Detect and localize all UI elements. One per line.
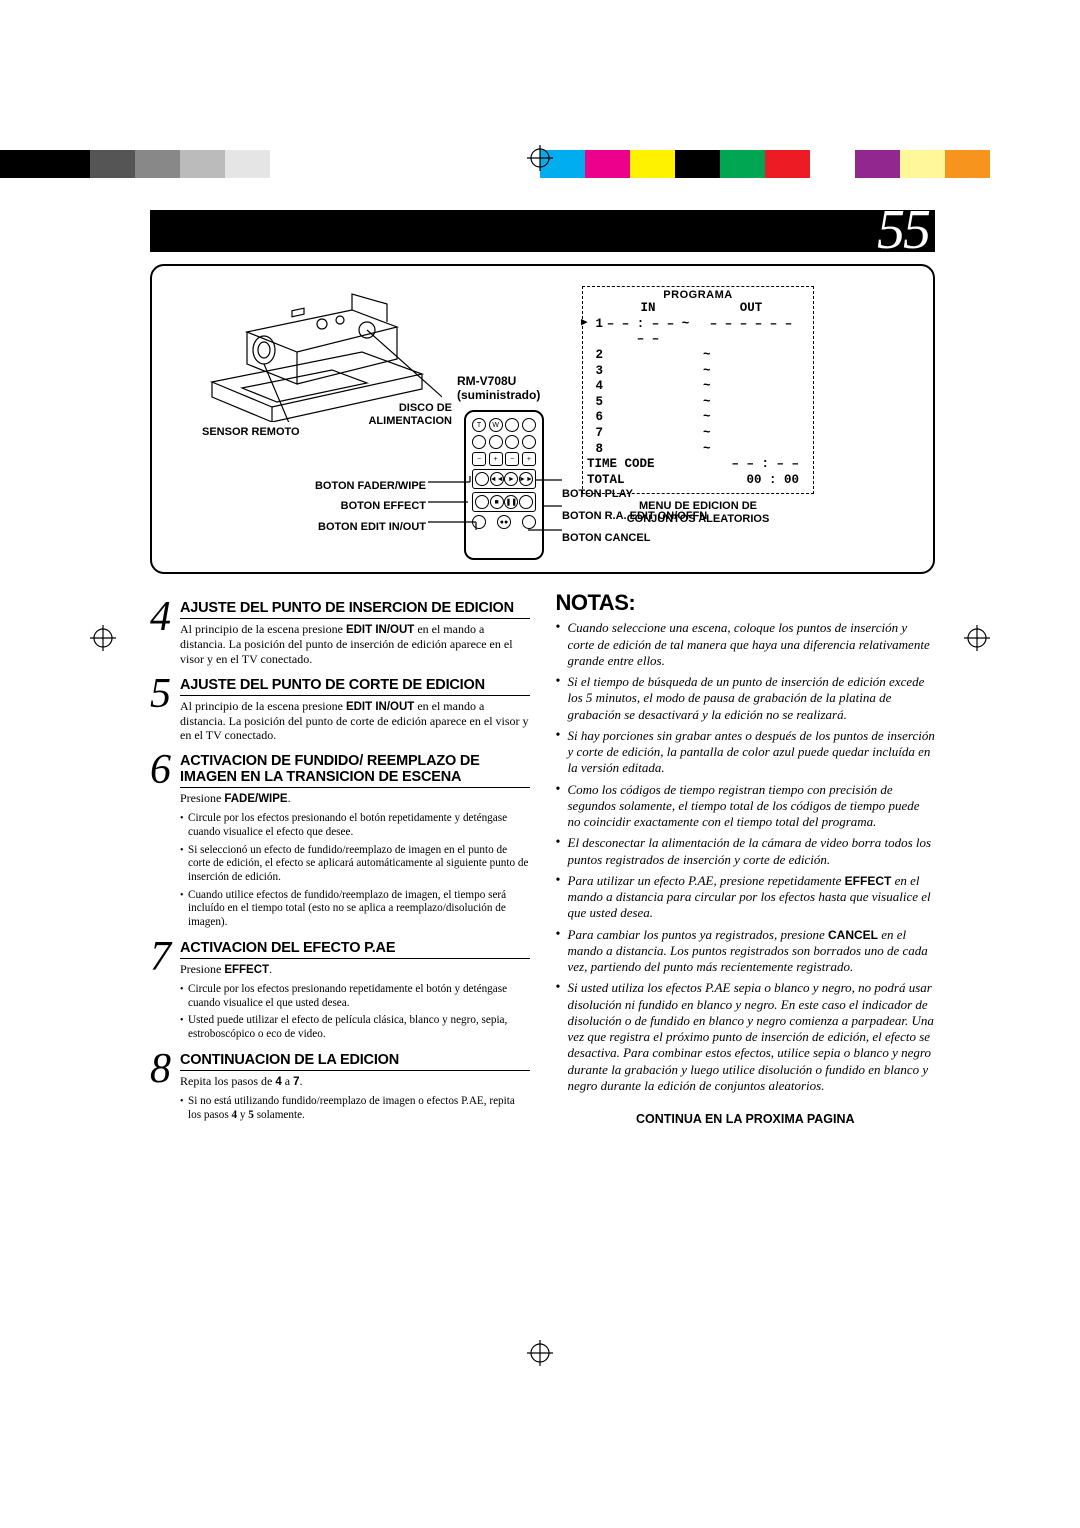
header-bar: 55: [150, 210, 935, 252]
bullet-item: Usted puede utilizar el efecto de pelícu…: [180, 1014, 530, 1041]
callout-lines: [428, 466, 568, 546]
note-item: Si hay porciones sin grabar antes o desp…: [556, 728, 936, 777]
note-item: El desconectar la alimentación de la cám…: [556, 835, 936, 868]
diagram-panel: RM-V708U (suministrado) DISCO DEALIMENTA…: [150, 264, 935, 574]
step-8-bullets: Si no está utilizando fundido/reemplazo …: [180, 1095, 530, 1122]
fader-wipe-label: BOTON FADER/WIPE: [246, 476, 426, 496]
note-item: Como los códigos de tiempo registran tie…: [556, 782, 936, 831]
note-item: Si el tiempo de búsqueda de un punto de …: [556, 674, 936, 723]
bullet-item: Cuando utilice efectos de fundido/reempl…: [180, 889, 530, 930]
step-8: 8 CONTINUACION DE LA EDICION Repita los …: [150, 1052, 530, 1089]
step-6: 6 ACTIVACION DE FUNDIDO/ REEMPLAZO DE IM…: [150, 753, 530, 806]
osd-title: PROGRAMA: [583, 289, 813, 301]
bullet-item: Circule por los efectos presionando repe…: [180, 983, 530, 1010]
page-number: 55: [877, 198, 929, 262]
step-7-bullets: Circule por los efectos presionando repe…: [180, 983, 530, 1042]
registration-mark-right: [964, 625, 990, 651]
bullet-item: Si seleccionó un efecto de fundido/reemp…: [180, 844, 530, 885]
continued-next-page: CONTINUA EN LA PROXIMA PAGINA: [556, 1112, 936, 1127]
registration-mark-left: [90, 625, 116, 651]
step-4: 4 AJUSTE DEL PUNTO DE INSERCION DE EDICI…: [150, 600, 530, 667]
registration-mark-top: [527, 145, 553, 171]
camera-illustration: [192, 282, 442, 422]
left-button-labels: BOTON FADER/WIPE BOTON EFFECT BOTON EDIT…: [246, 476, 426, 537]
note-item: Para cambiar los puntos ya registrados, …: [556, 927, 936, 976]
note-item: Para utilizar un efecto P.AE, presione r…: [556, 873, 936, 922]
notes-list: Cuando seleccione una escena, coloque lo…: [556, 620, 936, 1094]
power-dial-label: DISCO DEALIMENTACION: [342, 402, 452, 427]
left-column: 4 AJUSTE DEL PUNTO DE INSERCION DE EDICI…: [150, 590, 530, 1127]
right-column: NOTAS: Cuando seleccione una escena, col…: [556, 590, 936, 1127]
effect-label: BOTON EFFECT: [246, 496, 426, 516]
note-item: Cuando seleccione una escena, coloque lo…: [556, 620, 936, 669]
note-item: Si usted utiliza los efectos P.AE sepia …: [556, 980, 936, 1094]
cancel-label: BOTON CANCEL: [562, 527, 707, 549]
remote-model-label: RM-V708U (suministrado): [457, 374, 540, 403]
registration-mark-bottom: [527, 1340, 553, 1366]
step-7: 7 ACTIVACION DEL EFECTO P.AE Presione EF…: [150, 940, 530, 977]
edit-inout-label: BOTON EDIT IN/OUT: [246, 517, 426, 537]
notes-heading: NOTAS:: [556, 590, 936, 616]
osd-menu: PROGRAMA IN OUT ▶1– – : – – ~ – –– – – –…: [582, 286, 814, 526]
remote-sensor-label: SENSOR REMOTO: [202, 426, 300, 438]
step-6-bullets: Circule por los efectos presionando el b…: [180, 812, 530, 929]
bullet-item: Circule por los efectos presionando el b…: [180, 812, 530, 839]
step-5: 5 AJUSTE DEL PUNTO DE CORTE DE EDICION A…: [150, 677, 530, 744]
